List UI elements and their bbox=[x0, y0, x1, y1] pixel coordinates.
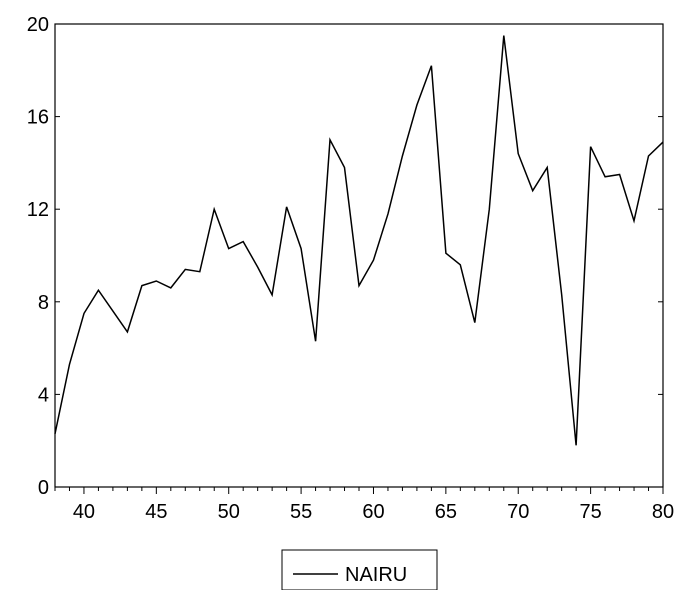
tick-labels-layer: 0 4 8 12 16 20 40 45 50 55 60 65 70 75 80 bbox=[27, 14, 674, 523]
plot-frame bbox=[54, 23, 664, 488]
legend: NAIRU bbox=[281, 549, 438, 590]
y-tick-label: 8 bbox=[38, 292, 49, 314]
x-tick-label: 60 bbox=[362, 501, 384, 523]
legend-label: NAIRU bbox=[345, 564, 407, 586]
x-tick-label: 75 bbox=[579, 501, 601, 523]
legend-box bbox=[281, 549, 438, 590]
series-points-layer bbox=[55, 35, 663, 445]
y-tick-label: 12 bbox=[27, 199, 49, 221]
y-tick-label: 0 bbox=[38, 477, 49, 499]
ticks-layer bbox=[54, 23, 664, 494]
x-tick-label: 80 bbox=[652, 501, 674, 523]
x-tick-label: 65 bbox=[435, 501, 457, 523]
x-tick-label: 40 bbox=[73, 501, 95, 523]
x-tick-label: 45 bbox=[145, 501, 167, 523]
x-tick-label: 70 bbox=[507, 501, 529, 523]
y-tick-label: 4 bbox=[38, 384, 49, 406]
y-tick-label: 20 bbox=[27, 14, 49, 36]
x-tick-label: 50 bbox=[218, 501, 240, 523]
x-tick-label: 55 bbox=[290, 501, 312, 523]
nairu-series-line bbox=[54, 35, 664, 446]
y-tick-label: 16 bbox=[27, 107, 49, 129]
